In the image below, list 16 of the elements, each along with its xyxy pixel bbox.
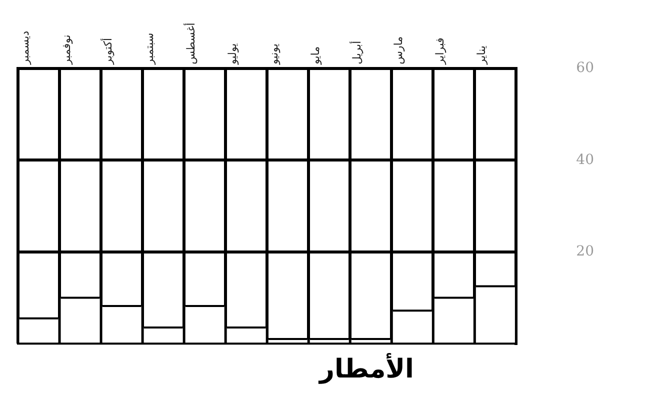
y-tick-label: 20 [576,244,594,260]
x-tick-label: مايو [309,46,322,66]
x-tick-label: مارس [392,36,406,64]
x-tick-label: يوليو [226,43,239,66]
x-axis-title: الأمطار [318,352,414,384]
x-tick-label: فبراير [434,38,447,66]
x-tick-label: نوفمبر [60,34,73,66]
x-tick-label: يونيو [268,44,281,66]
x-tick-label: ديسمبر [18,30,32,66]
x-tick-label: أغسطس [183,22,198,64]
y-tick-label: 40 [576,152,594,168]
x-tick-label: أكتوبر [100,38,114,66]
x-tick-label: يناير [475,46,488,66]
x-tick-label: سبتمبر [142,32,156,66]
x-tick-label: أبريل [350,40,364,64]
y-tick-label: 60 [576,60,594,76]
